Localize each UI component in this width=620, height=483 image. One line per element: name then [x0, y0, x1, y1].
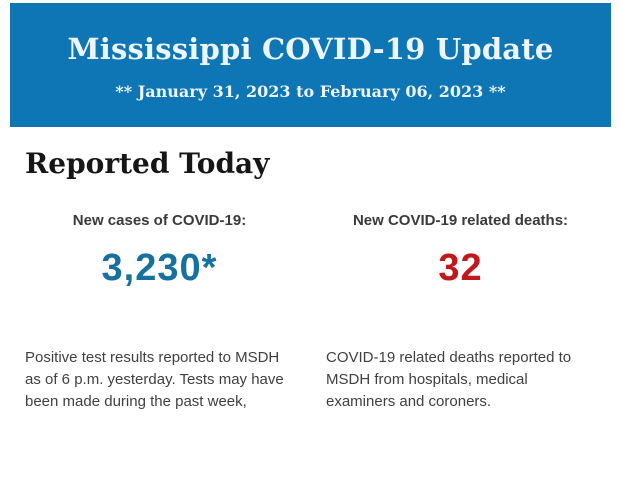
new-deaths-value: 32: [438, 247, 483, 289]
new-deaths-label: New COVID-19 related deaths:: [352, 212, 569, 229]
section-title: Reported Today: [25, 147, 270, 180]
new-cases-value: 3,230*: [101, 247, 218, 289]
stats-grid: New cases of COVID-19: 3,230* Positive t…: [25, 212, 595, 413]
new-cases-description: Positive test results reported to MSDH a…: [25, 349, 284, 410]
new-deaths-description: COVID-19 related deaths reported to MSDH…: [326, 349, 572, 410]
report-content: Reported Today New cases of COVID-19: 3,…: [0, 147, 620, 413]
stat-new-cases: New cases of COVID-19: 3,230* Positive t…: [25, 212, 294, 413]
header-banner: Mississippi COVID-19 Update ** January 3…: [10, 3, 611, 127]
page-title: Mississippi COVID-19 Update: [67, 31, 554, 66]
new-cases-label: New cases of COVID-19:: [72, 212, 247, 229]
stat-new-deaths: New COVID-19 related deaths: 32 COVID-19…: [326, 212, 595, 413]
date-range-subtitle: ** January 31, 2023 to February 06, 2023…: [115, 81, 506, 101]
